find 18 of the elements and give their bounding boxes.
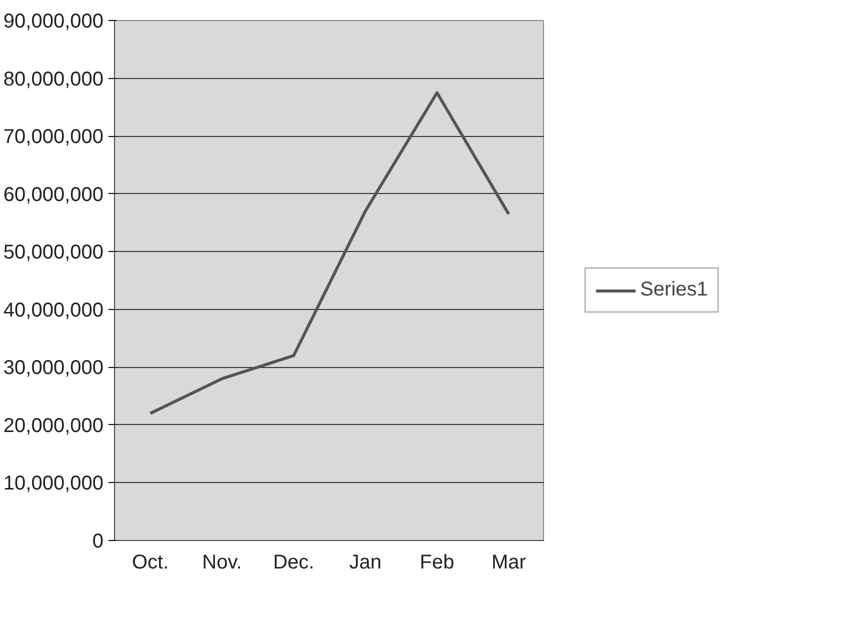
y-tick-label: 80,000,000 — [3, 68, 104, 90]
y-tick-label: 70,000,000 — [3, 126, 104, 148]
legend-label: Series1 — [640, 278, 708, 302]
y-tick-label: 0 — [92, 530, 104, 552]
x-tick-label: Mar — [491, 552, 526, 574]
y-tick-label: 10,000,000 — [3, 472, 104, 495]
y-tick-label: 30,000,000 — [3, 357, 104, 380]
y-tick-label: 20,000,000 — [3, 414, 104, 437]
x-tick-label: Dec. — [273, 552, 314, 574]
y-tick-label: 90,000,000 — [3, 10, 104, 32]
y-tick-label: 40,000,000 — [3, 299, 104, 322]
line-series — [148, 91, 510, 415]
y-tick-label: 60,000,000 — [3, 184, 104, 206]
x-tick-label: Jan — [349, 552, 382, 574]
x-tick-label: Nov. — [202, 552, 242, 574]
x-tick-label: Feb — [420, 552, 454, 574]
y-tick-label: 50,000,000 — [3, 242, 104, 264]
x-tick-label: Oct. — [132, 552, 169, 574]
